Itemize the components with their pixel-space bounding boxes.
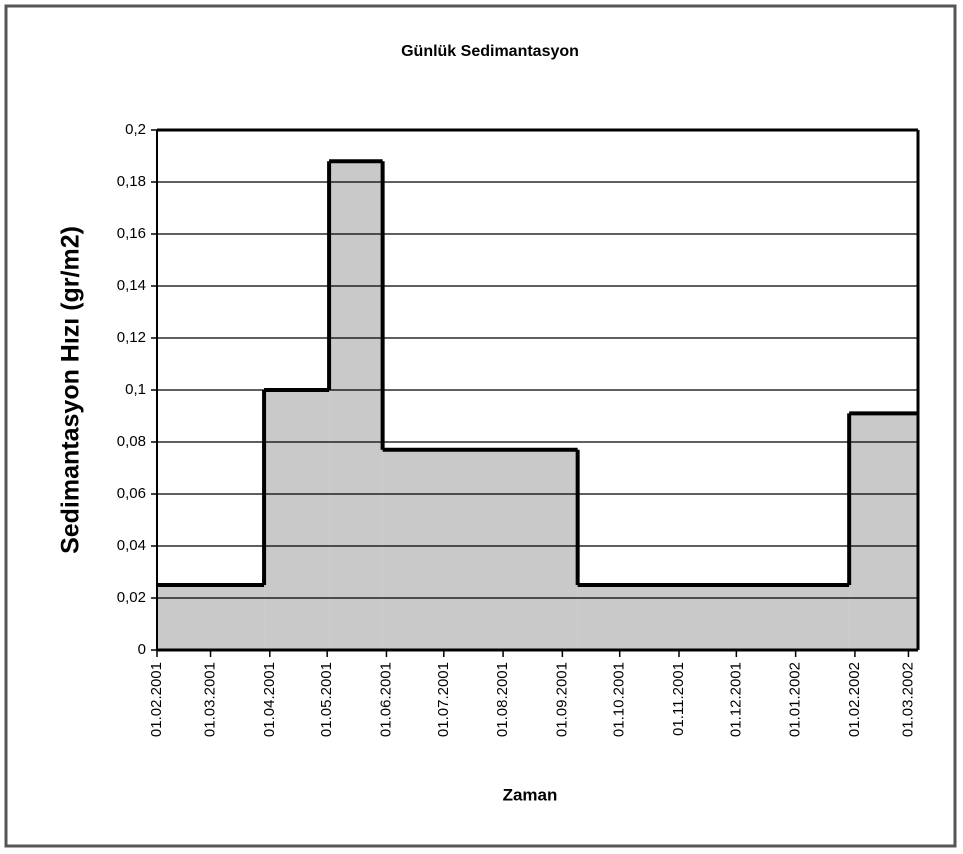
step-area-segment bbox=[577, 585, 850, 650]
y-tick-label: 0 bbox=[138, 641, 146, 658]
y-tick-label: 0,08 bbox=[117, 433, 146, 450]
x-tick-label: 01.02.2001 bbox=[148, 662, 165, 737]
x-tick-label: 01.11.2001 bbox=[670, 662, 687, 736]
x-tick-label: 01.03.2002 bbox=[899, 662, 916, 737]
step-area-segment bbox=[382, 449, 578, 650]
x-tick-label: 01.05.2001 bbox=[318, 662, 335, 737]
frame bbox=[4, 4, 957, 848]
y-tick-label: 0,1 bbox=[125, 381, 146, 398]
y-tick-label: 0,2 bbox=[125, 121, 146, 138]
x-axis-label: Zaman bbox=[503, 785, 558, 804]
x-tick-label: 01.04.2001 bbox=[261, 662, 278, 737]
x-tick-label: 01.06.2001 bbox=[377, 662, 394, 737]
y-tick-label: 0,16 bbox=[117, 225, 146, 242]
x-tick-label: 01.02.2002 bbox=[846, 662, 863, 737]
y-tick-label: 0,18 bbox=[117, 173, 146, 190]
step-area-segment bbox=[849, 413, 918, 650]
x-tick-label: 01.01.2002 bbox=[787, 662, 804, 737]
y-tick-label: 0,02 bbox=[117, 589, 146, 606]
x-tick-label: 01.08.2001 bbox=[494, 662, 511, 737]
y-axis-label: Sedimantasyon Hızı (gr/m2) bbox=[57, 226, 85, 554]
y-tick-label: 0,12 bbox=[117, 329, 146, 346]
x-tick-label: 01.12.2001 bbox=[727, 662, 744, 737]
x-tick-label: 01.09.2001 bbox=[553, 662, 570, 737]
x-tick-label: 01.07.2001 bbox=[435, 662, 452, 737]
step-area-segment bbox=[157, 585, 265, 650]
x-tick-label: 01.03.2001 bbox=[202, 662, 219, 737]
step-area-segment bbox=[329, 161, 383, 650]
y-tick-label: 0,14 bbox=[117, 277, 146, 294]
y-tick-label: 0,04 bbox=[117, 537, 146, 554]
chart-title: Günlük Sedimantasyon bbox=[401, 43, 579, 60]
step-area-segment bbox=[264, 390, 330, 650]
x-tick-label: 01.10.2001 bbox=[611, 662, 628, 737]
y-tick-label: 0,06 bbox=[117, 485, 146, 502]
